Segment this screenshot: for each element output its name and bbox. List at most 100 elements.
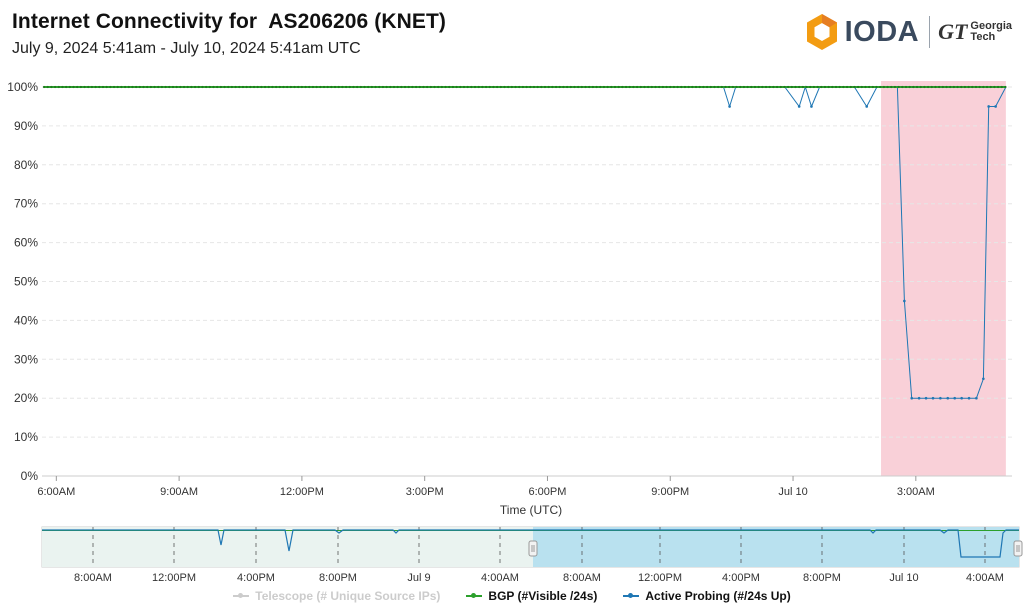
bgp-point: [437, 85, 440, 89]
legend-item-active-probing[interactable]: Active Probing (#/24s Up): [623, 589, 791, 603]
x-tick-label: 3:00PM: [406, 486, 444, 498]
bgp-point: [164, 85, 167, 89]
bgp-point: [363, 85, 366, 89]
bgp-point: [72, 85, 75, 89]
bgp-point: [68, 85, 71, 89]
bgp-point: [241, 85, 245, 89]
bgp-point: [827, 85, 830, 89]
bgp-point: [83, 85, 86, 89]
bgp-point: [131, 85, 134, 89]
telescope-legend-icon: [233, 591, 250, 601]
navigator-active-probing-line: [42, 529, 1019, 558]
active-probing-point: [994, 105, 997, 108]
y-tick-label: 50%: [14, 275, 38, 289]
bgp-point: [632, 85, 635, 89]
bgp-point: [238, 85, 241, 89]
bgp-point: [260, 85, 263, 89]
bgp-point: [426, 85, 429, 89]
bgp-point: [518, 85, 521, 89]
bgp-point: [713, 85, 716, 89]
bgp-point: [643, 85, 646, 89]
bgp-point: [227, 85, 230, 89]
bgp-point: [87, 85, 90, 89]
navigator[interactable]: 8:00AM 12:00PM 4:00PM 8:00PM Jul 9 4:00AM 8:00…: [0, 524, 1024, 584]
bgp-point: [698, 85, 701, 89]
bgp-point: [628, 85, 631, 89]
bgp-point: [532, 85, 536, 89]
bgp-point: [893, 85, 897, 89]
bgp-point: [912, 85, 915, 89]
bgp-point: [577, 85, 580, 89]
bgp-point: [470, 85, 473, 89]
legend-item-telescope[interactable]: Telescope (# Unique Source IPs): [233, 589, 440, 603]
bgp-point: [448, 85, 451, 89]
bgp-point: [444, 85, 447, 89]
bgp-point: [263, 85, 267, 89]
bgp-point: [503, 85, 506, 89]
bgp-point: [639, 85, 642, 89]
y-tick-label: 30%: [14, 352, 38, 366]
bgp-point: [322, 85, 326, 89]
bgp-point: [967, 85, 970, 89]
bgp-point: [794, 85, 797, 89]
bgp-point: [153, 85, 156, 89]
bgp-point: [1000, 85, 1003, 89]
bgp-point: [934, 85, 937, 89]
bgp-point: [333, 85, 337, 89]
bgp-legend-icon: [466, 591, 483, 601]
bgp-point: [764, 85, 768, 89]
bgp-point: [127, 85, 130, 89]
bgp-point: [687, 85, 690, 89]
bgp-point: [809, 85, 812, 89]
bgp-point: [459, 85, 462, 89]
bgp-point: [702, 85, 705, 89]
navigator-left-handle[interactable]: [528, 540, 538, 557]
bgp-point: [971, 85, 974, 89]
bgp-point: [775, 85, 779, 89]
bgp-point: [705, 85, 709, 89]
georgia-tech-logo-text: Georgia Tech: [970, 21, 1012, 43]
bgp-point: [960, 85, 963, 89]
navigator-right-handle[interactable]: [1013, 540, 1023, 557]
bgp-point: [801, 85, 804, 89]
bgp-point: [208, 85, 211, 89]
bgp-point: [90, 85, 94, 89]
bgp-point: [617, 85, 620, 89]
bgp-point: [613, 85, 617, 89]
navigator-tick-label: 4:00AM: [481, 572, 519, 584]
bgp-point: [779, 85, 782, 89]
active-probing-point: [728, 105, 731, 108]
bgp-point: [120, 85, 123, 89]
bgp-point: [547, 85, 550, 89]
bgp-point: [569, 85, 572, 89]
bgp-point: [201, 85, 204, 89]
bgp-point: [1004, 85, 1007, 89]
bgp-point: [168, 85, 171, 89]
bgp-point: [414, 85, 418, 89]
bgp-point: [157, 85, 160, 89]
bgp-point: [499, 85, 502, 89]
active-probing-point: [967, 396, 971, 400]
bgp-point: [739, 85, 742, 89]
bgp-point: [451, 85, 455, 89]
bgp-point: [392, 85, 396, 89]
bgp-point: [772, 85, 775, 89]
bgp-point: [477, 85, 480, 89]
bgp-point: [79, 85, 82, 89]
bgp-point: [315, 85, 318, 89]
active-probing-point: [810, 105, 813, 108]
bgp-point: [938, 85, 941, 89]
bgp-point: [709, 85, 712, 89]
bgp-point: [374, 85, 377, 89]
logo-group: IODA GT Georgia Tech: [805, 12, 1012, 52]
bgp-point: [197, 85, 200, 89]
bgp-point: [359, 85, 362, 89]
navigator-tick-label: 8:00AM: [74, 572, 112, 584]
bgp-point: [610, 85, 613, 89]
main-chart[interactable]: 0% 10% 20% 30% 40% 50% 60% 70% 80% 90% 100% 6:00AM…: [0, 0, 1024, 522]
bgp-point: [978, 85, 981, 89]
bgp-point: [484, 85, 488, 89]
bgp-point: [724, 85, 727, 89]
navigator-selected-range[interactable]: [533, 527, 1019, 567]
legend-item-bgp[interactable]: BGP (#Visible /24s): [466, 589, 597, 603]
